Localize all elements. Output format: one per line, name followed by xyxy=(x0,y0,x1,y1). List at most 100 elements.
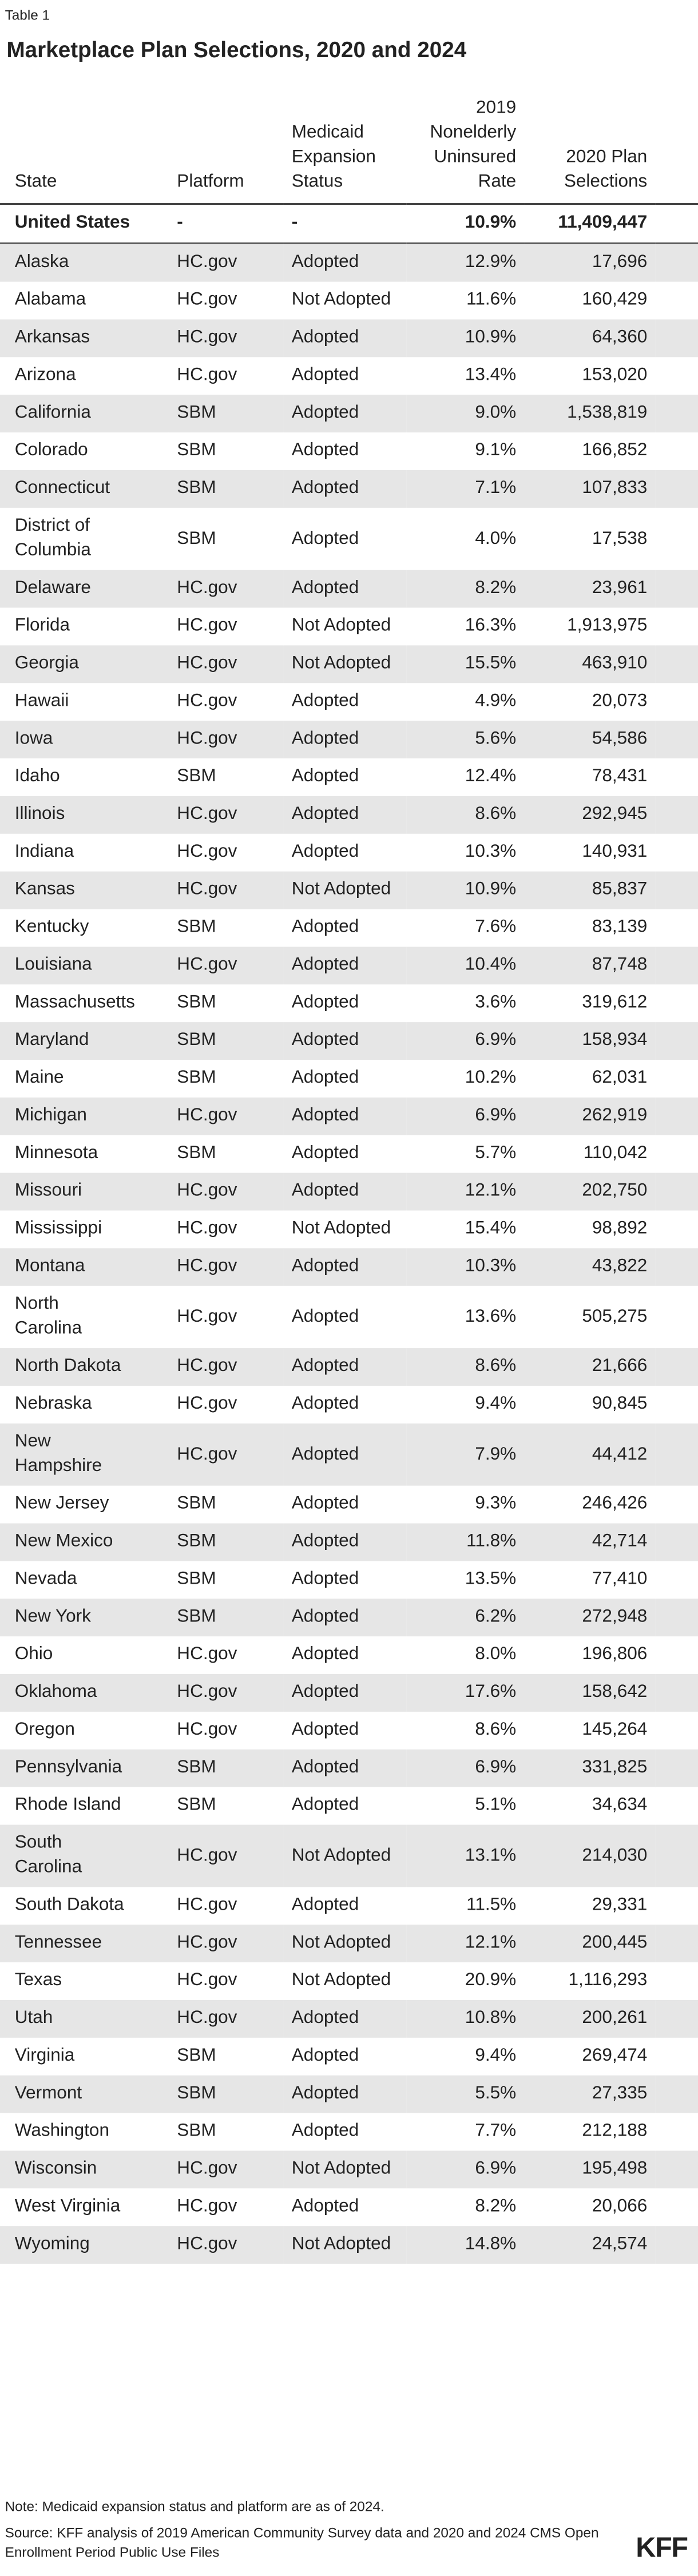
table-cell: 62,031 xyxy=(524,1060,655,1098)
cell-text: Virginia xyxy=(14,2046,75,2066)
table-row: New York SBM Adopted 6.2% 272,948 xyxy=(0,1599,698,1637)
cell-spacer xyxy=(656,282,698,320)
table-row: Washington SBM Adopted 7.7% 212,188 xyxy=(0,2113,698,2151)
cell-spacer xyxy=(656,1135,698,1173)
table-row: Mississippi HC.gov Not Adopted 15.4% 98,892 xyxy=(0,1210,698,1248)
cell-text: South Carolina xyxy=(14,1832,82,1878)
table-cell: 153,020 xyxy=(524,357,655,395)
cell-text: Adopted xyxy=(291,1356,359,1376)
cell-text: Rhode Island xyxy=(14,1795,121,1815)
table-cell: 10.9% xyxy=(406,871,525,909)
column-header: 2020 Plan Selections xyxy=(524,90,656,205)
table-cell: HC.gov xyxy=(168,1172,284,1211)
table-cell: 5.6% xyxy=(406,721,525,759)
table-cell: Adopted xyxy=(283,1561,406,1599)
cell-text: 16.3% xyxy=(465,615,517,636)
cell-text: HC.gov xyxy=(177,842,237,862)
table-row: Arkansas HC.gov Adopted 10.9% 64,360 xyxy=(0,319,698,357)
cell-text: Adopted xyxy=(291,1644,359,1664)
cell-text: 158,934 xyxy=(582,1030,648,1050)
cell-spacer xyxy=(655,1925,698,1963)
table-cell: Not Adopted xyxy=(283,871,407,909)
cell-spacer xyxy=(655,570,698,608)
cell-text: 90,845 xyxy=(592,1394,648,1414)
cell-text: Not Adopted xyxy=(291,2234,391,2254)
cell-spacer xyxy=(655,1599,698,1637)
cell-text: Adopted xyxy=(291,1531,359,1552)
table-cell: 4.9% xyxy=(406,683,524,721)
table-cell: Adopted xyxy=(283,1636,406,1674)
cell-text: 27,335 xyxy=(592,2084,648,2104)
header-row: State Platform Medicaid Expansion Status 20… xyxy=(0,90,698,205)
cell-text: HC.gov xyxy=(177,1970,237,1990)
cell-text: SBM xyxy=(177,992,216,1012)
cell-text: SBM xyxy=(177,2046,216,2066)
table-cell: 16.3% xyxy=(406,608,524,646)
table-row: Vermont SBM Adopted 5.5% 27,335 xyxy=(0,2075,698,2113)
table-cell: Ohio xyxy=(0,1636,169,1674)
cell-text: Adopted xyxy=(291,2046,359,2066)
cell-text: West Virginia xyxy=(14,2196,121,2216)
cell-text: Adopted xyxy=(291,1180,359,1201)
table-cell: Not Adopted xyxy=(283,2150,407,2189)
table-row: Iowa HC.gov Adopted 5.6% 54,586 xyxy=(0,721,698,759)
table-cell: Adopted xyxy=(283,947,407,985)
table-cell: 140,931 xyxy=(524,834,655,872)
table-cell: 5.1% xyxy=(406,1787,524,1825)
table-cell: Utah xyxy=(0,1999,169,2038)
cell-text: SBM xyxy=(177,2121,216,2141)
table-cell: 8.2% xyxy=(406,2188,524,2226)
table-cell: 10.3% xyxy=(406,834,524,872)
table-cell: HC.gov xyxy=(169,608,283,646)
table-cell: Illinois xyxy=(0,796,169,834)
table-cell: HC.gov xyxy=(169,1386,283,1424)
cell-text: Connecticut xyxy=(14,478,110,498)
table-cell: 23,961 xyxy=(524,570,656,608)
table-row: South Dakota HC.gov Adopted 11.5% 29,331 xyxy=(0,1887,698,1925)
table-cell: HC.gov xyxy=(168,871,284,909)
table-cell: Massachusetts xyxy=(0,984,169,1022)
cell-spacer xyxy=(655,721,698,759)
cell-text: 463,910 xyxy=(582,653,648,674)
table-cell: Rhode Island xyxy=(0,1787,169,1825)
cell-text: Idaho xyxy=(14,766,60,786)
cell-text: 319,612 xyxy=(582,992,648,1012)
cell-text: SBM xyxy=(177,478,216,498)
table-row: Missouri HC.gov Adopted 12.1% 202,750 xyxy=(0,1172,698,1211)
cell-text: 43,822 xyxy=(592,1256,648,1277)
cell-spacer xyxy=(655,1172,698,1211)
cell-text: SBM xyxy=(177,1758,216,1778)
cell-spacer xyxy=(656,1210,698,1248)
table-cell: Not Adopted xyxy=(283,2226,407,2264)
table-cell: 8.6% xyxy=(406,1712,524,1750)
cell-text: SBM xyxy=(177,1607,216,1627)
cell-text: 20,073 xyxy=(592,691,648,711)
cell-spacer xyxy=(656,984,698,1022)
table-cell: Washington xyxy=(0,2113,169,2151)
cell-text: Adopted xyxy=(291,2121,359,2141)
cell-spacer xyxy=(656,1286,698,1348)
table-cell: New Jersey xyxy=(0,1486,169,1524)
table-row: Michigan HC.gov Adopted 6.9% 262,919 xyxy=(0,1097,698,1135)
table-cell: Adopted xyxy=(283,1248,407,1286)
cell-spacer xyxy=(655,947,698,985)
cell-text: Colorado xyxy=(14,440,88,460)
table-cell: Adopted xyxy=(283,909,406,947)
cell-text: Adopted xyxy=(291,1106,359,1126)
cell-text: Adopted xyxy=(291,842,359,862)
table-cell: SBM xyxy=(169,432,283,470)
table-cell: 14.8% xyxy=(406,2226,525,2264)
cell-text: Adopted xyxy=(291,691,359,711)
table-cell: 9.4% xyxy=(406,1386,524,1424)
table-cell: 13.5% xyxy=(406,1561,524,1599)
table-cell: Montana xyxy=(0,1248,169,1286)
cell-text: Adopted xyxy=(291,365,359,385)
cell-text: Adopted xyxy=(291,2084,359,2104)
cell-text: HC.gov xyxy=(177,1644,237,1664)
cell-text: Adopted xyxy=(291,1569,359,1589)
table-cell: Adopted xyxy=(283,1999,407,2038)
table-cell: SBM xyxy=(168,1599,284,1637)
cell-text: Adopted xyxy=(291,578,359,598)
cell-text: 17,538 xyxy=(592,528,648,548)
cell-spacer xyxy=(655,2075,698,2113)
